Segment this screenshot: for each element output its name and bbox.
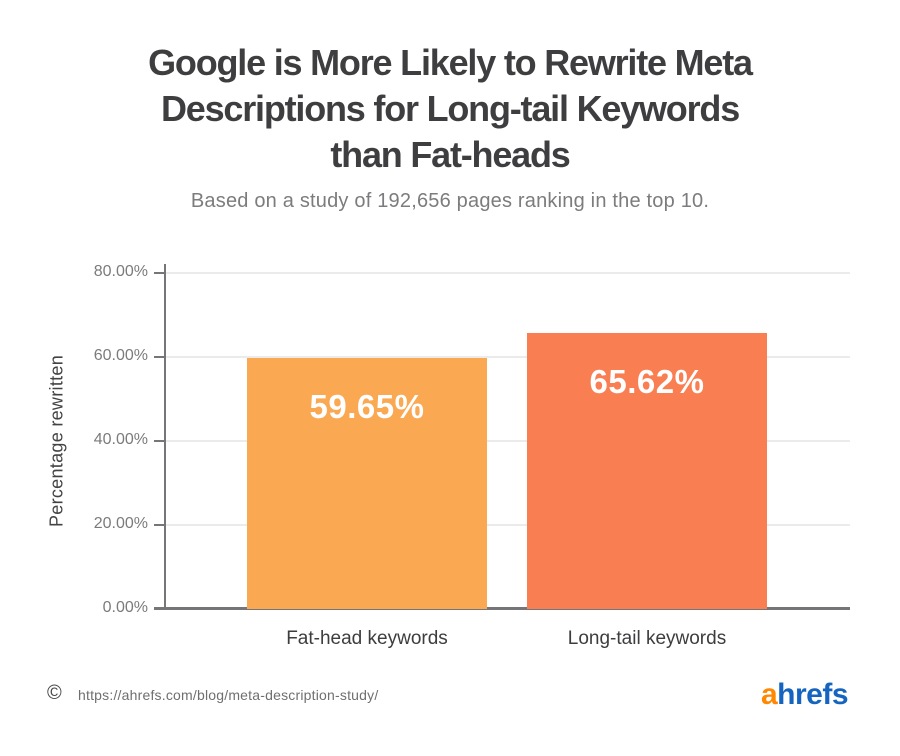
- y-tick-label: 60.00%: [93, 347, 148, 364]
- y-axis: [164, 264, 166, 609]
- bar-long-tail-keywords: 65.62%: [527, 333, 767, 609]
- y-tick: [154, 440, 165, 442]
- chart-title: Google is More Likely to Rewrite Meta De…: [148, 42, 753, 175]
- x-axis-label-long-tail: Long-tail keywords: [567, 628, 727, 649]
- y-tick-label: 40.00%: [93, 431, 148, 448]
- y-tick: [154, 524, 165, 526]
- bar-fat-head-keywords: 59.65%: [247, 358, 487, 609]
- ahrefs-logo: ahrefs: [760, 678, 849, 712]
- y-tick: [154, 272, 165, 274]
- gridline: [166, 440, 850, 442]
- bar-value-label-fat-head: 59.65%: [309, 388, 425, 426]
- bar-value-label-long-tail: 65.62%: [589, 363, 705, 401]
- y-tick-label: 0.00%: [102, 599, 148, 616]
- gridline: [166, 356, 850, 358]
- ahrefs-logo-hrefs: hrefs: [777, 678, 848, 711]
- chart-subtitle: Based on a study of 192,656 pages rankin…: [190, 190, 710, 212]
- source-url: https://ahrefs.com/blog/meta-description…: [78, 687, 379, 703]
- gridline: [166, 272, 850, 274]
- x-axis: [154, 607, 850, 610]
- y-axis-title: Percentage rewritten: [46, 354, 67, 528]
- x-axis-label-fat-head: Fat-head keywords: [286, 628, 448, 649]
- gridline: [166, 524, 850, 526]
- y-tick-label: 20.00%: [93, 515, 148, 532]
- y-tick: [154, 356, 165, 358]
- ahrefs-logo-a: a: [760, 678, 778, 711]
- copyright-icon: ©: [47, 682, 62, 704]
- y-tick-label: 80.00%: [93, 263, 148, 280]
